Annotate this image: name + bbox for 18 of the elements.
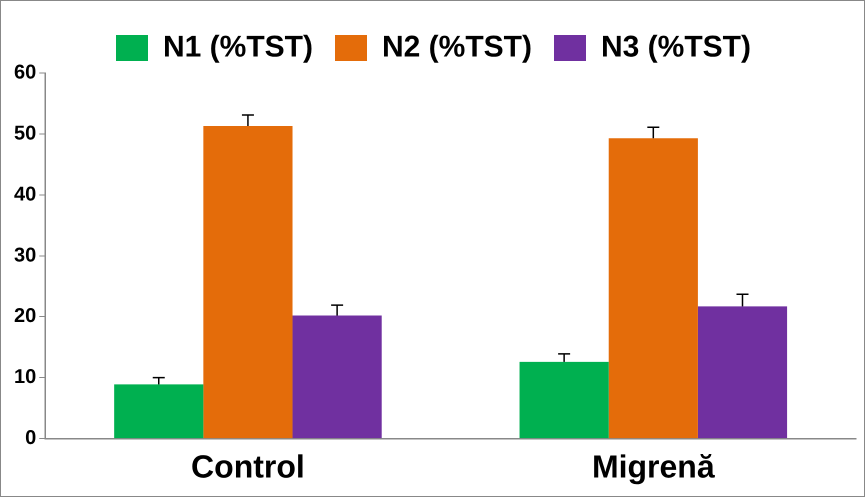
legend-label: N1 (%TST) [163, 30, 313, 64]
y-tick-label: 50 [14, 122, 36, 144]
y-tick-label: 60 [14, 62, 36, 84]
bar [114, 384, 204, 438]
bar [698, 306, 788, 438]
y-tick-label: 20 [14, 305, 36, 328]
x-tick-label: Migrenă [592, 448, 715, 485]
legend-label: N2 (%TST) [382, 30, 532, 64]
x-tick-label: Control [191, 448, 305, 485]
bar [608, 138, 698, 438]
legend-label: N3 (%TST) [601, 30, 751, 64]
bar [203, 126, 293, 438]
bar [520, 362, 609, 438]
y-tick-label: 0 [25, 427, 36, 450]
y-tick-label: 10 [14, 366, 36, 388]
y-tick-label: 40 [14, 183, 36, 206]
y-tick-label: 30 [14, 244, 36, 266]
bar [292, 316, 382, 438]
